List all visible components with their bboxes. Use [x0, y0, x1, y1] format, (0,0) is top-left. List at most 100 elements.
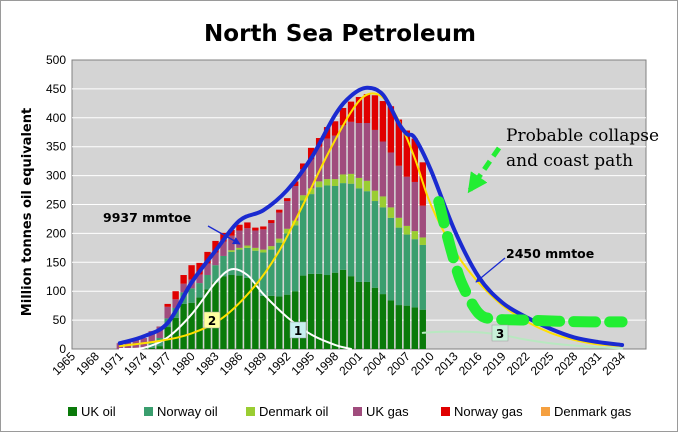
x-tick-label: 1995 — [289, 349, 318, 378]
x-tick-label: 1986 — [217, 349, 246, 378]
legend-label: UK oil — [81, 404, 116, 419]
bar-segment — [411, 239, 418, 308]
bar-segment — [228, 229, 235, 236]
x-tick-label: 2010 — [408, 349, 437, 378]
bar-segment — [355, 177, 363, 189]
bar-segment — [252, 282, 259, 349]
y-tick-label: 300 — [46, 169, 66, 183]
x-tick-label: 1977 — [145, 349, 174, 378]
bar-segment — [220, 255, 227, 277]
bar-segment — [395, 227, 403, 306]
annotation-9937-mmtoe: 9937 mmtoe — [103, 210, 191, 225]
bar-segment — [300, 169, 307, 196]
x-tick-label: 1965 — [49, 349, 78, 378]
x-tick-label: 1974 — [121, 349, 150, 378]
bar-segment — [315, 273, 323, 349]
bar-segment — [307, 159, 315, 189]
bar-segment — [236, 275, 243, 349]
x-tick-label: 2019 — [480, 349, 509, 378]
legend-label: Norway gas — [454, 404, 523, 419]
bar-segment — [419, 205, 426, 238]
bar-segment — [363, 281, 371, 349]
bar-segment — [355, 96, 363, 124]
bar-segment — [244, 277, 251, 349]
y-tick-label: 400 — [46, 111, 66, 125]
x-tick-label: 2001 — [336, 349, 365, 378]
x-tick-label: 1980 — [169, 349, 198, 378]
bar-segment — [363, 180, 371, 192]
svg-text:3: 3 — [496, 327, 504, 341]
bar-segment — [276, 212, 283, 239]
x-tick-label: 1983 — [193, 349, 222, 378]
bar-segment — [355, 188, 363, 282]
bar-segment — [300, 195, 307, 201]
bar-segment — [307, 194, 315, 274]
bar-segment — [315, 181, 323, 188]
bar-segment — [331, 272, 339, 349]
bar-segment — [339, 125, 347, 175]
bar-segment — [228, 235, 235, 251]
bar-segment — [164, 306, 171, 319]
annotation-arrow-9937 — [207, 225, 241, 245]
bar-segment — [387, 300, 395, 349]
bar-segment — [371, 95, 379, 130]
bar-segment — [220, 276, 227, 349]
bar-segment — [268, 246, 275, 250]
bar-segment — [164, 303, 171, 307]
bar-segment — [268, 249, 275, 296]
legend-label: Denmark gas — [554, 404, 632, 419]
bar-segment — [371, 129, 379, 191]
bar-segment — [180, 283, 187, 293]
legend-label: Denmark oil — [259, 404, 328, 419]
annotation-collapse-line1: Probable collapse — [506, 126, 659, 146]
bar-segment — [395, 165, 403, 218]
bar-segment — [148, 331, 155, 343]
bar-segment — [236, 247, 243, 250]
bar-segment — [347, 183, 355, 277]
bar-segment — [180, 303, 187, 349]
x-tick-label: 2004 — [360, 349, 389, 378]
bar-segment — [347, 276, 355, 349]
bar-segment — [387, 152, 395, 208]
forecast-path — [433, 196, 628, 328]
x-tick-label: 2034 — [599, 349, 628, 378]
bar-segment — [395, 217, 403, 228]
bar-segment — [371, 190, 379, 202]
bar-segment — [260, 226, 267, 230]
bar-segment — [204, 263, 211, 276]
svg-text:2: 2 — [208, 314, 216, 328]
bar-segment — [244, 245, 251, 248]
bar-segment — [236, 224, 243, 231]
bar-segment — [244, 247, 251, 278]
bar-segment — [339, 183, 347, 270]
x-tick-label: 1989 — [241, 349, 270, 378]
bar-segment — [363, 94, 371, 124]
chart-title: North Sea Petroleum — [204, 21, 476, 47]
bar-segment — [276, 296, 283, 349]
bar-segment — [379, 101, 387, 142]
bar-segment — [252, 250, 259, 283]
bar-segment — [331, 186, 339, 273]
bar-segment — [268, 295, 275, 349]
legend-swatch — [541, 407, 550, 416]
bar-segment — [292, 291, 299, 349]
bar-segment — [307, 188, 315, 195]
bar-segment — [315, 146, 323, 182]
bar-segment — [292, 186, 299, 221]
y-axis-ticks: 0 50 100 150 200 250 300 350 400 450 500 — [46, 53, 66, 356]
legend-item: UK gas — [353, 404, 409, 419]
bar-segment — [355, 123, 363, 178]
bar-segment — [371, 287, 379, 349]
bar-segment — [284, 228, 291, 234]
bar-segment — [323, 179, 331, 186]
bar-segment — [411, 181, 418, 232]
bar-segment — [212, 240, 219, 253]
bar-segment — [204, 275, 211, 290]
bar-segment — [371, 201, 379, 288]
bar-segment — [403, 305, 411, 349]
legend-item: Norway gas — [441, 404, 523, 419]
forecast-dashed-line — [433, 196, 628, 328]
bar-segment — [244, 228, 251, 246]
legend-item: Denmark oil — [246, 404, 328, 419]
bar-segment — [284, 201, 291, 229]
